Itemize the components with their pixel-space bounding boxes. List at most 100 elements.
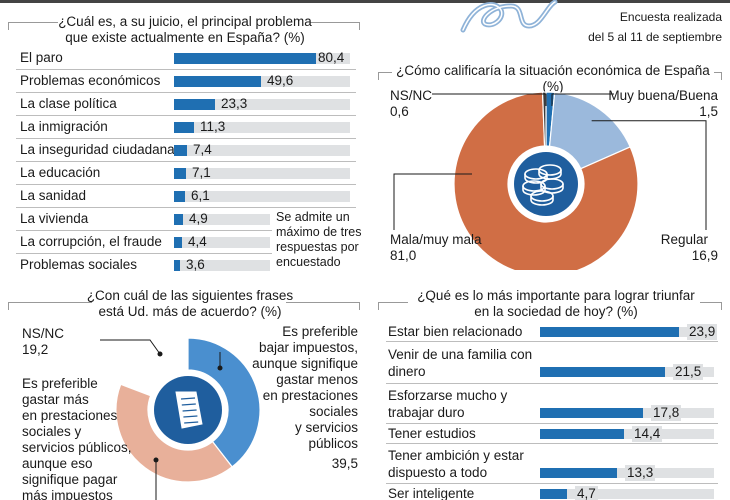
success-label: Venir de una familia con xyxy=(388,347,533,362)
success-row-divider xyxy=(386,383,718,384)
success-label: Esforzarse mucho y xyxy=(388,388,508,403)
success-value: 17,8 xyxy=(651,405,682,421)
success-label: dinero xyxy=(388,364,426,379)
problems-frame-left xyxy=(8,22,58,23)
economy-label-regular: Regular xyxy=(661,232,709,247)
problem-bar-track xyxy=(174,168,350,179)
phrases-value-lower-taxes: 39,5 xyxy=(332,456,358,471)
phrases-label-lower-taxes: aunque signifique xyxy=(252,356,358,371)
problem-label: La sanidad xyxy=(20,188,87,203)
phrases-frame-left xyxy=(8,302,92,303)
problem-bar xyxy=(174,76,261,87)
phrases-label-lower-taxes: gastar menos xyxy=(276,372,358,387)
phrases-label-more-spending: en prestaciones xyxy=(22,408,118,423)
problem-bar-track xyxy=(174,237,270,248)
problem-bar xyxy=(174,99,215,110)
problems-title-1: ¿Cuál es, a su juicio, el principal prob… xyxy=(58,14,312,29)
problem-bar-track xyxy=(174,260,270,271)
phrases-frame-side-right xyxy=(359,302,360,310)
problem-value: 4,9 xyxy=(189,211,208,226)
success-label: dispuesto a todo xyxy=(388,465,488,480)
problem-value: 23,3 xyxy=(221,96,248,111)
phrases-label-more-spending: aunque eso xyxy=(22,456,93,471)
problem-label: La corrupción, el fraude xyxy=(20,234,162,249)
success-bar xyxy=(540,489,567,499)
phrases-leader-nsnc xyxy=(100,339,161,355)
success-value: 4,7 xyxy=(575,486,598,500)
success-label: Tener ambición y estar xyxy=(388,448,524,463)
problem-row-divider xyxy=(16,184,356,185)
coin-edge xyxy=(530,196,554,206)
document-line xyxy=(184,421,199,424)
problem-value: 49,6 xyxy=(267,73,294,88)
problem-bar xyxy=(174,168,186,179)
success-frame-right xyxy=(700,302,722,303)
phrases-label-lower-taxes: en prestaciones xyxy=(263,388,359,403)
economy-label-nsnc: NS/NC xyxy=(390,88,432,103)
economy-leader-good xyxy=(551,93,614,106)
phrases-label-lower-taxes: y servicios xyxy=(295,420,358,435)
success-row-divider xyxy=(386,341,718,342)
problem-row-divider xyxy=(16,230,272,231)
problem-label: Problemas sociales xyxy=(20,257,138,272)
document-line xyxy=(183,415,198,418)
economy-frame-side-left xyxy=(378,72,379,80)
problems-note-3: respuestas por xyxy=(276,240,359,254)
problem-bar-track xyxy=(174,76,350,87)
success-row-divider xyxy=(386,483,718,484)
problem-row-divider xyxy=(16,115,356,116)
problem-label: El paro xyxy=(20,50,63,65)
phrases-label-more-spending: más impuestos xyxy=(22,488,113,500)
phrases-label-lower-taxes: Es preferible xyxy=(282,324,358,339)
success-frame-side-right xyxy=(721,302,722,310)
problem-row-divider xyxy=(16,138,356,139)
problem-bar xyxy=(174,191,185,202)
phrases-title-1: ¿Con cuál de las siguientes frases xyxy=(86,288,294,303)
problem-bar xyxy=(174,145,187,156)
problem-row-divider xyxy=(16,207,356,208)
problem-row-divider xyxy=(16,161,356,162)
problems-frame-side-right xyxy=(359,22,360,30)
phrases-label-nsnc: NS/NC xyxy=(22,326,64,341)
phrases-title-2: está Ud. más de acuerdo? (%) xyxy=(98,304,282,319)
problem-bar xyxy=(174,237,182,248)
phrases-label-lower-taxes: sociales xyxy=(309,404,358,419)
success-value: 21,5 xyxy=(673,364,704,380)
success-bar xyxy=(540,367,665,377)
problem-label: La clase política xyxy=(20,96,117,111)
success-frame-side-left xyxy=(378,302,379,310)
problem-value: 80,4 xyxy=(318,50,345,65)
problem-bar xyxy=(174,122,194,133)
success-bar-track xyxy=(540,429,714,439)
economy-leader-bad xyxy=(393,173,472,230)
problem-bar-track xyxy=(174,99,350,110)
success-bar xyxy=(540,468,617,478)
problem-label: La inmigración xyxy=(20,119,108,134)
success-frame-left xyxy=(378,302,408,303)
logo-swash-icon xyxy=(460,0,558,33)
phrases-label-more-spending: gastar más xyxy=(22,392,89,407)
coins-icon-disc xyxy=(514,152,578,216)
success-value: 23,9 xyxy=(687,324,718,340)
economy-value-bad: 81,0 xyxy=(390,248,416,263)
success-bar xyxy=(540,408,643,418)
phrases-label-more-spending: sociales y xyxy=(22,424,82,439)
problem-bar xyxy=(174,260,180,271)
success-label: Ser inteligente xyxy=(388,486,475,500)
success-title-2: en la sociedad de hoy? (%) xyxy=(474,304,638,319)
problem-value: 3,6 xyxy=(186,257,205,272)
problem-value: 7,1 xyxy=(192,165,211,180)
document-line xyxy=(181,403,196,406)
logo-mark xyxy=(455,0,565,34)
header-top-rule xyxy=(0,0,730,3)
problems-note-4: encuestado xyxy=(276,255,341,269)
success-row-divider xyxy=(386,443,718,444)
success-value: 13,3 xyxy=(625,465,656,481)
problem-row-divider xyxy=(16,92,356,93)
economy-leader-nsnc xyxy=(432,93,547,106)
economy-value-good: 1,5 xyxy=(699,104,718,119)
problem-bar xyxy=(174,214,183,225)
success-bar xyxy=(540,429,624,439)
